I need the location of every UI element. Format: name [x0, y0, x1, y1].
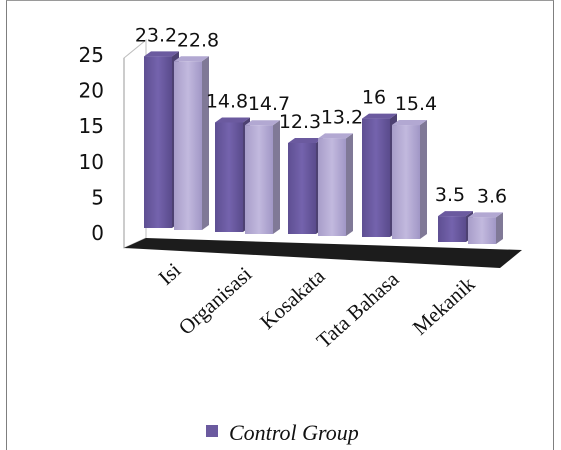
data-label: 16 — [362, 87, 386, 109]
bar — [174, 56, 209, 230]
data-label: 3.5 — [435, 184, 465, 206]
bar-top — [288, 137, 323, 143]
floor — [124, 238, 522, 268]
bar — [318, 133, 353, 236]
y-tick-label: 10 — [79, 150, 104, 174]
x-tick-label: Kosakata — [255, 263, 330, 334]
bar-front — [468, 217, 496, 244]
bar — [468, 212, 503, 244]
bar — [438, 211, 473, 242]
data-label: 22.8 — [177, 29, 219, 51]
y-tick-label: 25 — [79, 43, 104, 67]
bar-front — [318, 138, 346, 236]
bar — [245, 120, 280, 234]
y-axis-ticks: 0 5 10 15 20 25 — [79, 43, 104, 245]
axis-walls — [123, 38, 522, 268]
x-tick-label: Mekanik — [408, 272, 480, 340]
bar-front — [245, 125, 273, 234]
data-label: 13.2 — [321, 106, 363, 128]
bar-front — [392, 125, 420, 239]
bar-front — [144, 56, 172, 228]
x-tick-label: Isi — [154, 258, 186, 290]
bar-side — [346, 133, 353, 236]
bar-top — [438, 211, 473, 217]
bar-side — [202, 56, 209, 230]
bar-front — [362, 118, 390, 237]
data-label: 12.3 — [279, 111, 321, 133]
data-label: 23.2 — [135, 24, 177, 46]
bar-front — [174, 61, 202, 230]
bar-side — [496, 212, 503, 244]
data-label: 14.8 — [206, 90, 248, 112]
x-tick-label: Organisasi — [174, 262, 257, 340]
bar-top — [468, 212, 503, 218]
bar-top — [318, 133, 353, 139]
y-tick-label: 5 — [91, 185, 104, 209]
bar-top — [215, 117, 250, 123]
legend-swatch — [206, 425, 218, 437]
bar-side — [273, 120, 280, 234]
data-label: 3.6 — [477, 185, 507, 207]
bar-top — [144, 51, 179, 57]
bar — [215, 117, 250, 232]
bar-front — [438, 216, 466, 242]
bar — [144, 51, 179, 228]
back-wall — [123, 38, 147, 249]
y-tick-label: 15 — [79, 114, 104, 138]
bar-top — [245, 120, 280, 126]
bar-front — [288, 142, 316, 234]
y-tick-label: 0 — [91, 221, 104, 245]
bar-top — [362, 113, 397, 119]
bar-top — [392, 120, 427, 126]
data-label: 14.7 — [248, 93, 290, 115]
legend: Control Group — [206, 420, 359, 445]
chart-frame — [6, 0, 554, 450]
data-labels: 23.2 22.8 14.8 14.712.3 13.216 15.4 3.5 3.6 — [135, 24, 507, 207]
data-label: 15.4 — [395, 93, 437, 115]
bar-front — [215, 122, 243, 232]
y-tick-label: 20 — [79, 79, 104, 103]
bar-side — [420, 120, 427, 239]
bar — [362, 113, 397, 237]
bar — [288, 137, 323, 234]
bars — [144, 51, 503, 244]
legend-label: Control Group — [229, 420, 359, 445]
bar-top — [174, 56, 209, 62]
bar — [392, 120, 427, 239]
